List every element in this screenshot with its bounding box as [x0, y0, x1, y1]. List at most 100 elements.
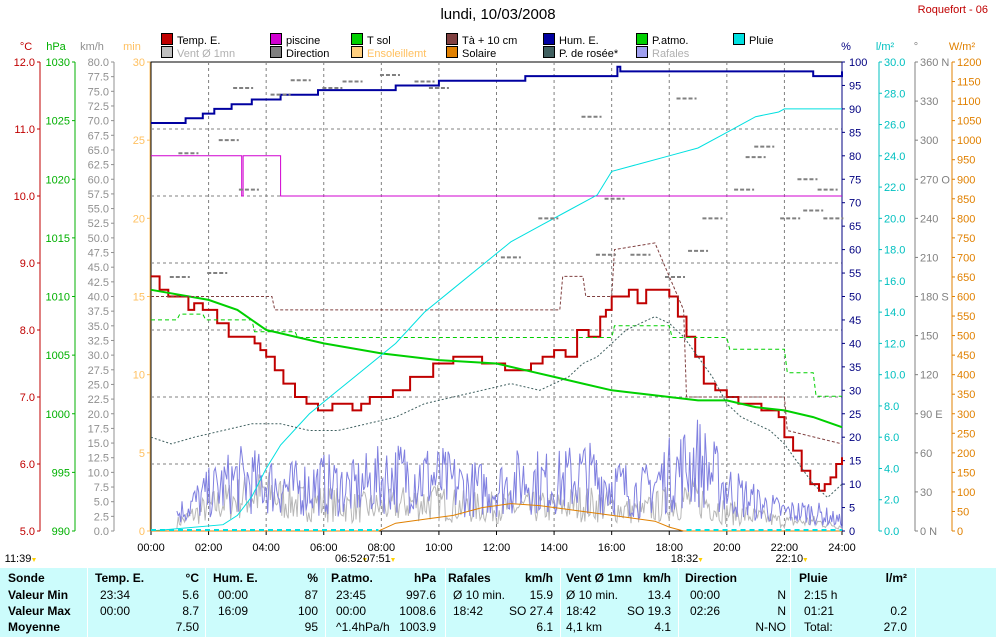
summary-cell: 0.2 [890, 604, 907, 618]
axis-tick-label-solar: 100 [957, 487, 975, 499]
legend-swatch [351, 46, 363, 58]
axis-tick-label-wind: 30.0 [88, 350, 109, 362]
axis-tick-label-min: 25 [133, 135, 145, 147]
summary-cell: 13.4 [647, 588, 671, 602]
summary-cell: SO 19.3 [626, 604, 671, 618]
axis-tick-label-solar: 50 [957, 506, 969, 518]
axis-tick-label-wind: 77.5 [88, 72, 109, 84]
axis-tick-label-wind: 65.0 [88, 145, 109, 157]
axis-tick-label-wind: 2.5 [94, 511, 109, 523]
legend-label: Pluie [749, 35, 774, 47]
axis-tick-label-wind: 42.5 [88, 277, 109, 289]
axis-tick-label-solar: 600 [957, 292, 975, 304]
axis-tick-label-rain: 8.0 [884, 401, 899, 413]
series-vent-1mn [176, 472, 843, 530]
series-rafales [176, 419, 843, 528]
axis-tick-label-rain: 14.0 [884, 307, 905, 319]
summary-cell [857, 588, 907, 603]
summary-cell: N [777, 604, 786, 618]
legend-swatch [270, 46, 282, 58]
axis-tick-label-pct: 100 [849, 57, 867, 69]
summary-separator [445, 568, 446, 637]
summary-cell: 01:21 [804, 604, 835, 618]
legend-swatch [270, 33, 282, 45]
summary-cell: 5.6 [182, 588, 199, 602]
summary-header: Sonde [8, 571, 45, 585]
time-tick-label: 10:00 [425, 542, 453, 554]
summary-header: Pluie [799, 571, 828, 585]
axis-tick-label-wind: 70.0 [88, 116, 109, 128]
axis-unit-rain: l/m² [876, 41, 895, 53]
axis-tick-label-wind: 55.0 [88, 204, 109, 216]
sun-time-label: 06:52 [335, 553, 363, 565]
time-tick-label: 14:00 [540, 542, 568, 554]
axis-tick-label-wind: 17.5 [88, 423, 109, 435]
legend-label: Tà + 10 cm [462, 35, 518, 47]
axis-tick-label-press: 1005 [46, 350, 70, 362]
axis-unit-dir: ° [914, 41, 918, 53]
legend-label: Hum. E. [559, 35, 599, 47]
axis-tick-label-min: 5 [139, 448, 145, 460]
summary-header: Rafales [448, 571, 491, 585]
summary-cell: 00:00 [690, 588, 721, 602]
axis-tick-label-wind: 25.0 [88, 379, 109, 391]
axis-tick-label-solar: 1200 [957, 57, 981, 69]
summary-cell: 23:45 [336, 588, 367, 602]
axis-tick-label-solar: 1150 [957, 77, 981, 89]
summary-cell: 6.1 [536, 620, 553, 634]
axis-tick-label-wind: 32.5 [88, 335, 109, 347]
axis-unit-press: hPa [46, 41, 66, 53]
axis-tick-label-solar: 150 [957, 467, 975, 479]
axis-tick-label-wind: 60.0 [88, 174, 109, 186]
axis-tick-label-pct: 85 [849, 127, 861, 139]
axis-tick-label-solar: 300 [957, 409, 975, 421]
legend-label: P.atmo. [652, 35, 689, 47]
sun-marker [391, 558, 396, 562]
legend-item: Ensoleillemt [351, 46, 426, 60]
axis-unit-wind: km/h [80, 41, 104, 53]
axis-tick-label-pct: 80 [849, 151, 861, 163]
summary-cell: 02:26 [690, 604, 721, 618]
legend-swatch [161, 33, 173, 45]
axis-tick-label-rain: 20.0 [884, 213, 905, 225]
axis-tick-label-rain: 24.0 [884, 151, 905, 163]
legend-item: Hum. E. [543, 33, 599, 47]
summary-cell: 7.50 [175, 620, 199, 634]
axis-tick-label-dir: 270 O [920, 174, 950, 186]
axis-tick-label-rain: 12.0 [884, 338, 905, 350]
axis-tick-label-dir: 240 [920, 213, 938, 225]
axis-tick-label-wind: 0.0 [94, 526, 109, 538]
summary-separator [325, 568, 326, 637]
summary-cell: 23:34 [100, 588, 131, 602]
axis-tick-label-solar: 400 [957, 370, 975, 382]
legend-swatch [351, 33, 363, 45]
legend-swatch [733, 33, 745, 45]
axis-tick-label-dir: 0 N [920, 526, 937, 538]
summary-cell: 00:00 [100, 604, 131, 618]
weather-chart: °C12.011.010.09.08.07.06.05.0hPa10301025… [5, 41, 982, 565]
axis-tick-label-solar: 200 [957, 448, 975, 460]
axis-tick-label-press: 990 [52, 526, 70, 538]
axis-tick-label-pct: 30 [849, 385, 861, 397]
summary-separator [678, 568, 679, 637]
series-hum-e- [151, 65, 843, 124]
summary-row-label: Moyenne [8, 620, 61, 634]
time-tick-label: 06:00 [310, 542, 338, 554]
summary-cell: 4,1 km [566, 620, 603, 634]
axis-tick-label-solar: 1000 [957, 135, 981, 147]
axis-tick-label-pct: 35 [849, 362, 861, 374]
summary-separator [560, 568, 561, 637]
legend-item: Solaire [446, 46, 496, 60]
summary-cell: Total: [804, 620, 833, 634]
axis-tick-label-wind: 72.5 [88, 101, 109, 113]
legend-label: Direction [286, 48, 330, 60]
axis-tick-label-dir: 60 [920, 448, 932, 460]
axis-tick-label-wind: 5.0 [94, 497, 109, 509]
legend-item: P. de rosée* [543, 46, 618, 60]
summary-header: Hum. E. [213, 571, 258, 585]
legend-label: T sol [367, 35, 391, 47]
summary-header: Direction [685, 571, 738, 585]
legend-label: piscine [286, 35, 321, 47]
axis-tick-label-dir: 120 [920, 370, 938, 382]
axis-tick-label-min: 10 [133, 370, 145, 382]
